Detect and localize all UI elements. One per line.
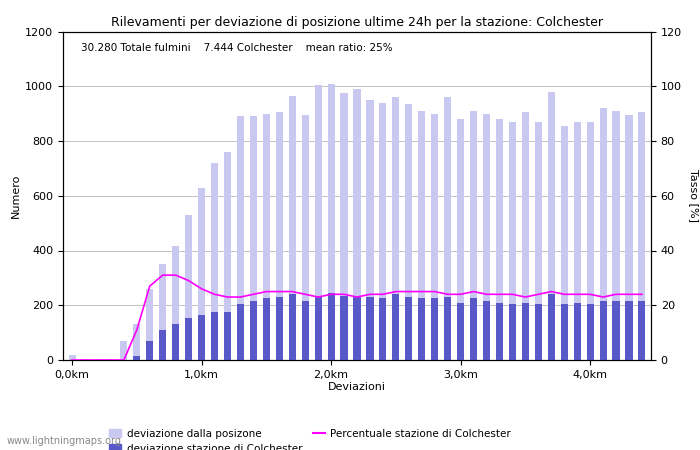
Bar [366,297,374,360]
Bar [94,359,101,360]
Bar [314,296,322,360]
Bar [159,264,167,360]
Bar [625,301,633,360]
Bar [483,113,490,360]
Bar [366,100,374,360]
Bar [599,108,607,360]
Bar [418,111,426,360]
Bar [237,117,244,360]
Bar [354,297,360,360]
Bar [81,359,89,360]
Bar [302,301,309,360]
Bar [302,115,309,360]
Bar [276,112,283,360]
Bar [159,330,167,360]
Y-axis label: Tasso [%]: Tasso [%] [689,169,699,222]
Bar [288,96,296,360]
Bar [483,301,490,360]
Bar [211,312,218,360]
Bar [535,304,542,360]
Bar [224,312,231,360]
Bar [573,302,581,360]
Bar [522,302,529,360]
Bar [340,93,348,360]
Bar [547,294,555,360]
Bar [587,304,594,360]
Bar [250,117,257,360]
Title: Rilevamenti per deviazione di posizione ultime 24h per la stazione: Colchester: Rilevamenti per deviazione di posizione … [111,16,603,29]
Bar [133,324,141,360]
Bar [418,298,426,360]
Bar [405,297,412,360]
Bar [470,111,477,360]
Bar [237,304,244,360]
Bar [185,215,193,360]
X-axis label: Deviazioni: Deviazioni [328,382,386,392]
Legend: deviazione dalla posizone, deviazione stazione di Colchester, Percentuale stazio: deviazione dalla posizone, deviazione st… [105,424,515,450]
Bar [638,301,645,360]
Bar [69,355,76,360]
Bar [379,298,386,360]
Bar [185,318,193,360]
Bar [547,92,555,360]
Bar [328,293,335,360]
Bar [262,298,270,360]
Bar [599,301,607,360]
Bar [561,304,568,360]
Bar [612,111,620,360]
Bar [250,301,257,360]
Bar [496,119,503,360]
Bar [457,302,464,360]
Bar [638,112,645,360]
Bar [354,89,360,360]
Bar [470,298,477,360]
Bar [444,97,452,360]
Bar [509,122,516,360]
Bar [172,247,179,360]
Bar [535,122,542,360]
Text: 30.280 Totale fulmini    7.444 Colchester    mean ratio: 25%: 30.280 Totale fulmini 7.444 Colchester m… [80,43,392,53]
Bar [328,84,335,360]
Bar [509,304,516,360]
Bar [561,126,568,360]
Bar [457,119,464,360]
Bar [431,298,438,360]
Y-axis label: Numero: Numero [11,174,21,218]
Bar [133,356,141,360]
Bar [276,297,283,360]
Bar [314,85,322,360]
Bar [146,289,153,360]
Bar [392,294,400,360]
Bar [379,103,386,360]
Bar [444,297,452,360]
Bar [288,294,296,360]
Bar [587,122,594,360]
Bar [172,324,179,360]
Bar [198,188,205,360]
Bar [405,104,412,360]
Bar [573,122,581,360]
Bar [211,163,218,360]
Bar [431,113,438,360]
Bar [120,341,127,360]
Bar [625,115,633,360]
Bar [392,97,400,360]
Bar [224,152,231,360]
Bar [496,302,503,360]
Bar [612,301,620,360]
Bar [262,113,270,360]
Text: www.lightningmaps.org: www.lightningmaps.org [7,436,122,446]
Bar [198,315,205,360]
Bar [146,341,153,360]
Bar [340,296,348,360]
Bar [522,112,529,360]
Bar [107,359,115,360]
